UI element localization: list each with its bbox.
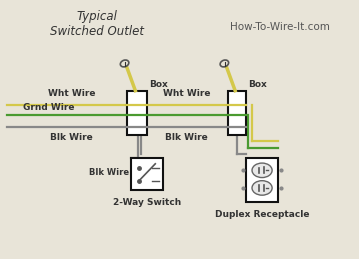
Text: 2-Way Switch: 2-Way Switch [113,198,181,207]
Bar [131,158,163,190]
Text: Blk Wire: Blk Wire [50,133,93,142]
Text: Wht Wire: Wht Wire [163,89,210,98]
Bar [228,91,246,135]
Text: Typical: Typical [76,10,117,23]
Ellipse shape [220,60,229,67]
Circle shape [252,181,272,195]
Text: How-To-Wire-It.com: How-To-Wire-It.com [230,22,330,32]
Bar [246,158,278,202]
Text: Wht Wire: Wht Wire [48,89,95,98]
Text: Box: Box [248,80,266,89]
Text: Grnd Wire: Grnd Wire [23,103,75,112]
Text: Switched Outlet: Switched Outlet [50,25,144,38]
Text: Box: Box [149,80,168,89]
Text: Blk Wire: Blk Wire [89,168,129,177]
Ellipse shape [120,60,129,67]
Text: Blk Wire: Blk Wire [165,133,208,142]
Text: Duplex Receptacle: Duplex Receptacle [215,210,309,219]
Circle shape [252,163,272,178]
Bar [127,91,147,135]
